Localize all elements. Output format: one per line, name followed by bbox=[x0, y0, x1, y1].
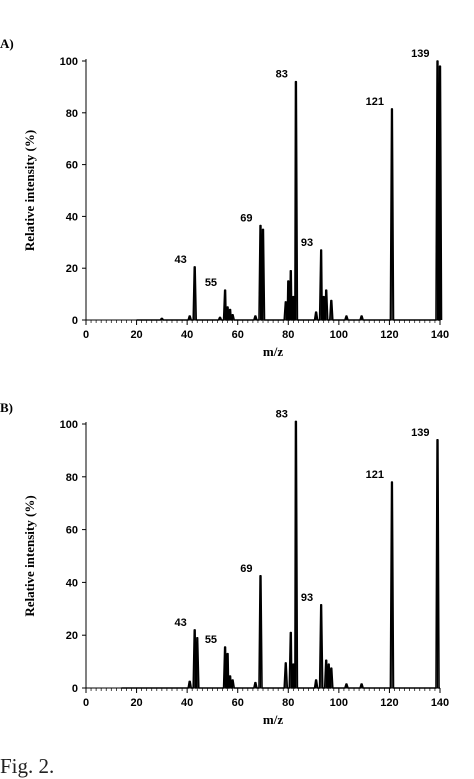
y-axis-label: Relative intensity (%) bbox=[22, 130, 37, 251]
y-axis-label: Relative intensity (%) bbox=[22, 495, 37, 616]
x-tick-label: 120 bbox=[380, 329, 398, 341]
spectrum-trace bbox=[136, 60, 443, 321]
x-tick-label: 100 bbox=[330, 329, 348, 341]
x-tick-label: 80 bbox=[282, 697, 294, 709]
figure-caption: Fig. 2. bbox=[0, 754, 55, 778]
y-tick-label: 100 bbox=[60, 419, 78, 431]
peak-label: 83 bbox=[276, 69, 288, 81]
y-tick-label: 20 bbox=[66, 263, 78, 275]
x-tick-label: 100 bbox=[330, 697, 348, 709]
peak-label: 83 bbox=[276, 408, 288, 420]
x-axis-label: m/z bbox=[263, 344, 283, 359]
x-tick-label: 0 bbox=[83, 329, 89, 341]
y-tick-label: 60 bbox=[66, 525, 78, 537]
peak-label: 121 bbox=[366, 469, 384, 481]
peak-label: 139 bbox=[411, 427, 429, 439]
y-tick-label: 40 bbox=[66, 577, 78, 589]
peak-label: 121 bbox=[366, 96, 384, 108]
x-tick-label: 20 bbox=[130, 697, 142, 709]
peak-label: 55 bbox=[205, 634, 217, 646]
x-tick-label: 60 bbox=[232, 697, 244, 709]
peak-label: 55 bbox=[205, 277, 217, 289]
y-tick-label: 100 bbox=[60, 56, 78, 68]
x-axis-label: m/z bbox=[263, 712, 283, 727]
peak-label: 43 bbox=[174, 254, 186, 266]
peak-label: 139 bbox=[411, 48, 429, 60]
x-tick-label: 120 bbox=[380, 697, 398, 709]
y-tick-label: 40 bbox=[66, 211, 78, 223]
x-tick-label: 0 bbox=[83, 697, 89, 709]
y-tick-label: 60 bbox=[66, 160, 78, 172]
peak-label: 43 bbox=[174, 617, 186, 629]
panel-label: A) bbox=[0, 36, 14, 51]
y-tick-label: 0 bbox=[72, 683, 78, 695]
y-tick-label: 80 bbox=[66, 108, 78, 120]
y-tick-label: 20 bbox=[66, 630, 78, 642]
x-tick-label: 60 bbox=[232, 329, 244, 341]
y-tick-label: 0 bbox=[72, 315, 78, 327]
x-tick-label: 140 bbox=[431, 697, 449, 709]
x-tick-label: 40 bbox=[181, 329, 193, 341]
x-tick-label: 80 bbox=[282, 329, 294, 341]
x-tick-label: 140 bbox=[431, 329, 449, 341]
x-tick-label: 40 bbox=[181, 697, 193, 709]
peak-label: 69 bbox=[240, 212, 252, 224]
panel-label: B) bbox=[0, 400, 13, 415]
x-tick-label: 20 bbox=[130, 329, 142, 341]
peak-label: 93 bbox=[301, 592, 313, 604]
y-tick-label: 80 bbox=[66, 472, 78, 484]
peak-label: 69 bbox=[240, 563, 252, 575]
peak-label: 93 bbox=[301, 237, 313, 249]
